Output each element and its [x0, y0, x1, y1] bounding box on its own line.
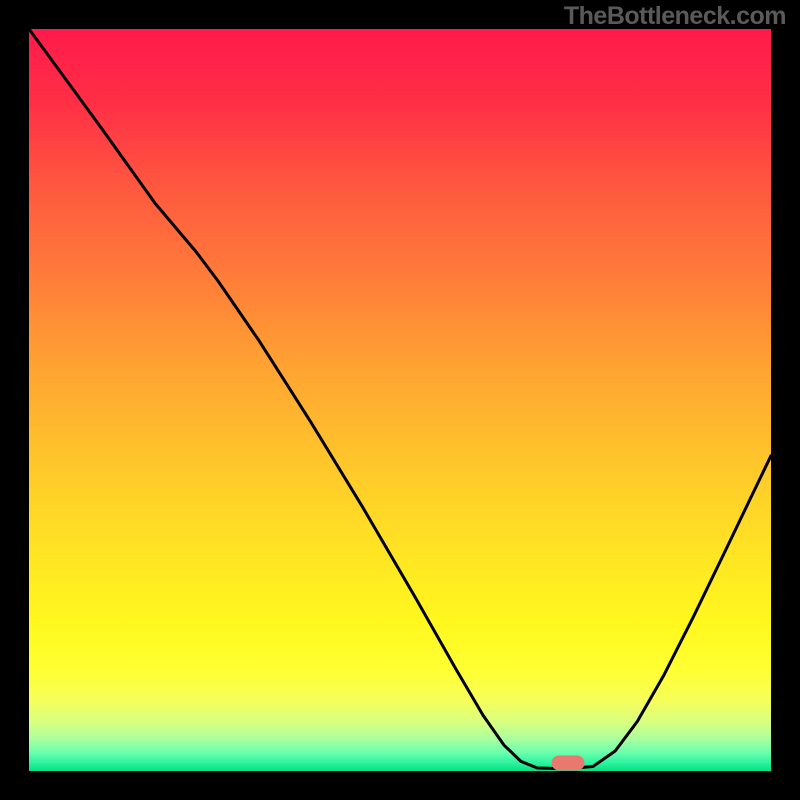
- gradient-background: [29, 29, 771, 771]
- plot-area: [29, 29, 771, 771]
- chart-root: TheBottleneck.com: [0, 0, 800, 800]
- optimal-marker: [551, 755, 584, 770]
- attribution-text: TheBottleneck.com: [564, 2, 786, 31]
